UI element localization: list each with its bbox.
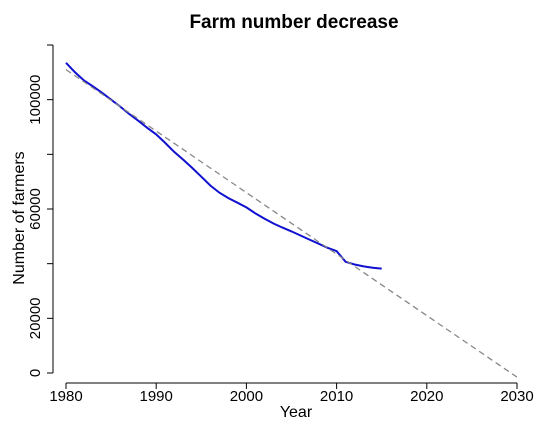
- x-ticks: 1980 1990 2000 2010 2020 2030: [49, 383, 534, 405]
- x-tick-label: 1980: [49, 388, 82, 405]
- y-tick-label: 0: [27, 369, 44, 377]
- y-tick-label: 100000: [27, 75, 44, 125]
- plot-area: [65, 62, 518, 378]
- data-line: [65, 62, 382, 270]
- x-tick-label: 2030: [500, 388, 533, 405]
- trend-line: [65, 69, 518, 378]
- axes: 1980 1990 2000 2010 2020 2030 0 20000 60000 1000…: [27, 44, 534, 405]
- y-ticks: 0 20000 60000 100000: [27, 44, 53, 377]
- x-tick-label: 2000: [230, 388, 263, 405]
- x-tick-label: 1990: [140, 388, 173, 405]
- y-tick-label: 20000: [27, 297, 44, 339]
- chart-title: Farm number decrease: [189, 12, 398, 33]
- y-axis-label: Number of farmers: [11, 151, 28, 284]
- y-tick-label: 60000: [27, 188, 44, 230]
- x-axis-label: Year: [280, 404, 313, 421]
- x-tick-label: 2010: [320, 388, 353, 405]
- x-tick-label: 2020: [410, 388, 443, 405]
